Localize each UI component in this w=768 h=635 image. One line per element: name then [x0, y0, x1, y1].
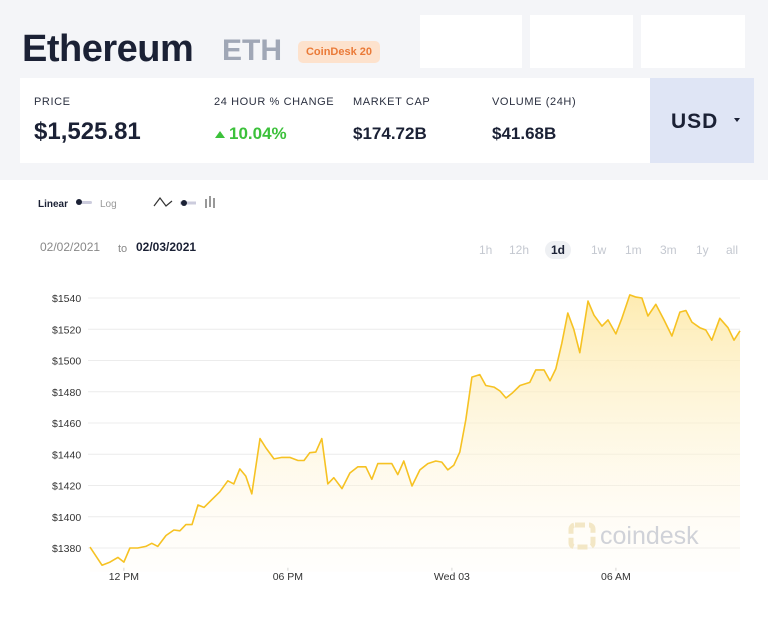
y-tick-label: $1480: [52, 387, 81, 399]
watermark-icon: [568, 522, 596, 550]
candle-icon: [209, 196, 211, 207]
chart: $1380 $1400 $1420 $1440 $1460 $1480 $1500 $1520…: [52, 293, 741, 583]
stat-value: $41.68B: [492, 124, 557, 143]
badge[interactable]: CoinDesk 20: [298, 41, 380, 63]
scale-option[interactable]: Linear: [38, 199, 69, 210]
line-icon: [153, 197, 173, 207]
x-tick-label: 12 PM: [109, 571, 139, 583]
stat-label: VOLUME (24H): [492, 96, 577, 108]
y-tick-label: $1540: [52, 293, 81, 305]
range-button[interactable]: 1w: [591, 243, 607, 257]
chart-type-toggle[interactable]: [150, 192, 220, 212]
range-button[interactable]: 1m: [625, 243, 642, 257]
stat-label: MARKET CAP: [353, 96, 431, 108]
x-tick-label: Wed 03: [434, 571, 470, 583]
date-separator: to: [118, 243, 128, 255]
stat-value: $1,525.81: [34, 118, 141, 145]
date-from[interactable]: 02/02/2021: [40, 240, 101, 254]
range-button[interactable]: 1h: [479, 243, 493, 257]
stat-value: 10.04%: [229, 124, 287, 143]
toggle-track[interactable]: [76, 201, 92, 204]
date-to[interactable]: 02/03/2021: [136, 240, 197, 254]
line: [89, 294, 741, 566]
range-button[interactable]: 1y: [696, 243, 709, 257]
y-tick-label: $1520: [52, 324, 81, 336]
range-button[interactable]: 1d: [545, 241, 572, 259]
toggle-knob: [76, 199, 82, 205]
stat-value: $174.72B: [353, 124, 427, 143]
toggle-knob: [181, 200, 187, 206]
blank-box: [530, 15, 633, 68]
currency-select[interactable]: USD: [650, 78, 754, 163]
y-tick-label: $1460: [52, 418, 81, 430]
candle-icon: [213, 198, 215, 208]
coin-symbol: ETH: [222, 34, 282, 67]
y-tick-label: $1380: [52, 543, 81, 555]
x-tick-label: 06 AM: [601, 571, 631, 583]
area: [90, 294, 740, 572]
blank-box: [641, 15, 745, 68]
scale-option[interactable]: Log: [100, 199, 117, 210]
coin-title: Ethereum: [22, 28, 194, 70]
y-tick-label: $1420: [52, 481, 81, 493]
range-button[interactable]: 3m: [660, 243, 677, 257]
blank-box: [420, 15, 522, 68]
stat-label: 24 HOUR % CHANGE: [214, 96, 335, 108]
stats-panel: [20, 78, 650, 163]
y-tick-label: $1500: [52, 356, 81, 368]
range-button[interactable]: all: [726, 243, 739, 257]
candle-icon: [205, 199, 207, 208]
range-button[interactable]: 12h: [509, 243, 530, 257]
y-tick-label: $1440: [52, 449, 81, 461]
currency: USD: [671, 110, 719, 133]
dropdown-caret: [734, 118, 740, 122]
watermark: coindesk: [600, 522, 699, 550]
stat-label: PRICE: [34, 96, 71, 108]
y-tick-label: $1400: [52, 512, 81, 524]
x-tick-label: 06 PM: [273, 571, 303, 583]
up-arrow: [215, 131, 225, 138]
